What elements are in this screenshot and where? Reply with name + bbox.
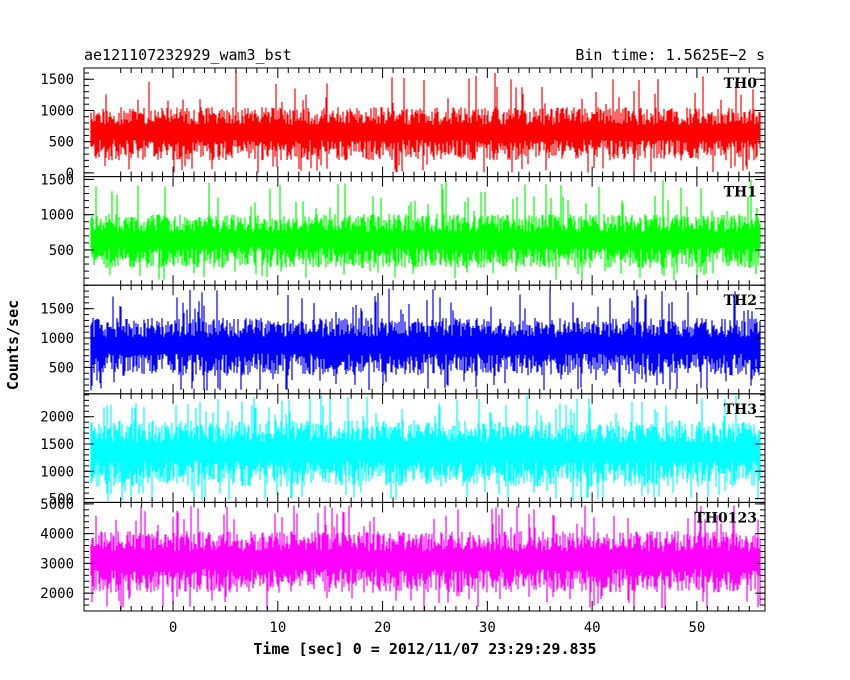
y-tick-label: 500 [49, 492, 74, 508]
panel-label-th0: TH0 [724, 76, 758, 92]
x-axis-label: Time [sec] 0 = 2012/11/07 23:29:29.835 [253, 640, 596, 658]
y-tick-label: 1500 [40, 172, 74, 188]
series-th1-curve [90, 179, 761, 281]
y-tick-label: 3000 [40, 556, 74, 572]
series-th3-curve [90, 395, 761, 502]
panel-th2: 500 1000 1500 TH2 [40, 284, 766, 395]
x-tick-label: 10 [269, 620, 286, 636]
y-axis-label: Counts/sec [4, 300, 22, 390]
y-tick-label: 0 [66, 166, 74, 182]
y-tick-label: 2000 [40, 586, 74, 602]
x-tick-label: 0 [169, 620, 177, 636]
panel-th0123: 2000 3000 4000 5000 TH0123 [40, 497, 766, 612]
x-tick-label: 50 [688, 620, 705, 636]
panel-th3: 500 1000 1500 2000 TH3 [40, 393, 766, 508]
x-tick-label: 30 [479, 620, 496, 636]
y-tick-label: 500 [49, 360, 74, 376]
series-th2-curve [90, 288, 761, 391]
panel-label-th2: TH2 [724, 293, 757, 309]
y-tick-label: 1000 [40, 208, 74, 224]
bin-time-label: Bin time: 1.5625E−2 s [575, 46, 765, 64]
series-th0123-curve [90, 505, 761, 611]
panel-label-th0123: TH0123 [694, 510, 757, 526]
panel-label-th3: TH3 [724, 402, 757, 418]
series-th0-curve [90, 71, 761, 173]
y-tick-label: 1500 [40, 72, 74, 88]
y-tick-label: 1000 [40, 331, 74, 347]
panel-label-th1: TH1 [724, 185, 757, 201]
y-tick-label: 4000 [40, 527, 74, 543]
x-tick-label: 40 [584, 620, 601, 636]
y-tick-label: 5000 [40, 497, 74, 513]
y-tick-label: 1000 [40, 464, 74, 480]
panels-group: 0 500 1000 1500 TH0 500 1000 1500 TH1 500 1000 1500… [40, 67, 766, 612]
y-tick-label: 2000 [40, 410, 74, 426]
x-tick-label: 20 [374, 620, 391, 636]
y-tick-label: 500 [49, 135, 74, 151]
panel-th1: 500 1000 1500 TH1 [40, 172, 766, 286]
y-tick-label: 1500 [40, 437, 74, 453]
chart-title: ae121107232929_wam3_bst [84, 46, 292, 64]
y-tick-label: 1500 [40, 302, 74, 318]
y-tick-label: 1000 [40, 103, 74, 119]
y-tick-label: 500 [49, 243, 74, 259]
x-tick-labels: 0 10 20 30 40 50 [169, 620, 705, 636]
panel-th0: 0 500 1000 1500 TH0 [40, 67, 766, 182]
